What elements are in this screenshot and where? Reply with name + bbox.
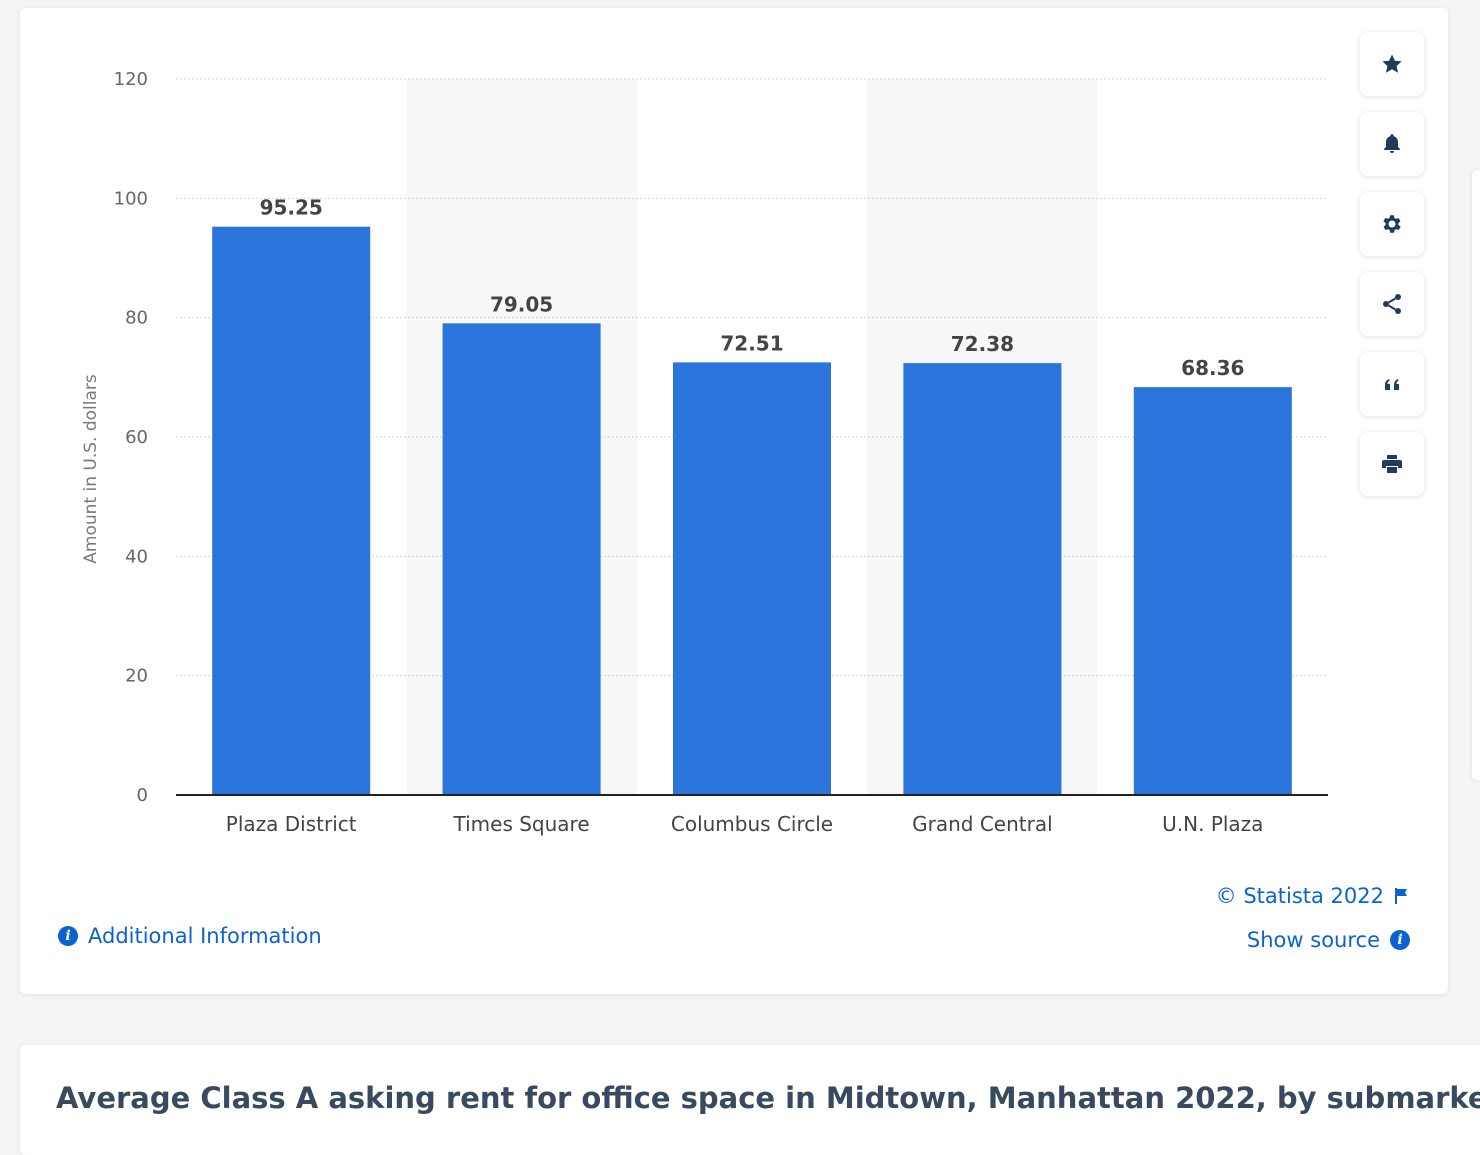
show-source-link[interactable]: Show source i	[1247, 928, 1410, 952]
additional-information-link[interactable]: i Additional Information	[58, 924, 322, 948]
y-axis-title: Amount in U.S. dollars	[81, 374, 101, 564]
print-button[interactable]	[1360, 432, 1424, 496]
info-icon: i	[1390, 930, 1410, 950]
favorite-button[interactable]	[1360, 32, 1424, 96]
data-label: 95.25	[260, 196, 323, 220]
cite-button[interactable]	[1360, 352, 1424, 416]
page-title: Average Class A asking rent for office s…	[56, 1081, 1480, 1115]
bar	[442, 323, 601, 795]
y-tick-label: 0	[137, 785, 148, 806]
bar	[673, 362, 831, 795]
star-icon	[1382, 54, 1402, 73]
y-tick-label: 80	[125, 308, 148, 329]
data-label: 79.05	[490, 292, 553, 316]
data-label: 68.36	[1181, 356, 1244, 380]
x-tick-label: Plaza District	[226, 812, 357, 836]
settings-button[interactable]	[1360, 192, 1424, 256]
y-tick-label: 60	[125, 427, 148, 448]
quote-icon	[1385, 379, 1399, 390]
notification-button[interactable]	[1360, 112, 1424, 176]
info-icon: i	[58, 926, 78, 946]
y-tick-label: 100	[114, 188, 148, 209]
gear-icon	[1383, 215, 1401, 233]
bar	[903, 363, 1062, 795]
bar	[1133, 387, 1292, 795]
adjacent-panel-edge	[1472, 170, 1480, 780]
flag-icon	[1394, 888, 1408, 904]
bar	[212, 226, 371, 796]
share-button[interactable]	[1360, 272, 1424, 336]
y-tick-label: 20	[125, 666, 148, 687]
additional-information-text: Additional Information	[88, 924, 322, 948]
show-source-text: Show source	[1246, 928, 1380, 952]
data-label: 72.38	[951, 332, 1014, 356]
chart-card: 0 20 40 60 80 100 120 95.25 Plaza District 79.05 T…	[20, 8, 1448, 994]
print-icon	[1382, 455, 1402, 473]
bar-chart: 0 20 40 60 80 100 120 95.25 Plaza District 79.05 T…	[81, 69, 1328, 836]
x-tick-label: Times Square	[453, 812, 590, 836]
title-card: Average Class A asking rent for office s…	[20, 1045, 1480, 1155]
y-tick-label: 120	[114, 69, 148, 90]
x-tick-label: Columbus Circle	[671, 812, 833, 836]
copyright-text: © Statista 2022	[1215, 884, 1384, 908]
copyright-link[interactable]: © Statista 2022	[1216, 884, 1408, 908]
x-tick-label: Grand Central	[912, 812, 1053, 836]
data-label: 72.51	[720, 331, 783, 355]
share-icon	[1383, 294, 1401, 314]
bell-icon	[1384, 134, 1400, 153]
y-tick-label: 40	[125, 546, 148, 567]
x-tick-label: U.N. Plaza	[1162, 812, 1263, 836]
